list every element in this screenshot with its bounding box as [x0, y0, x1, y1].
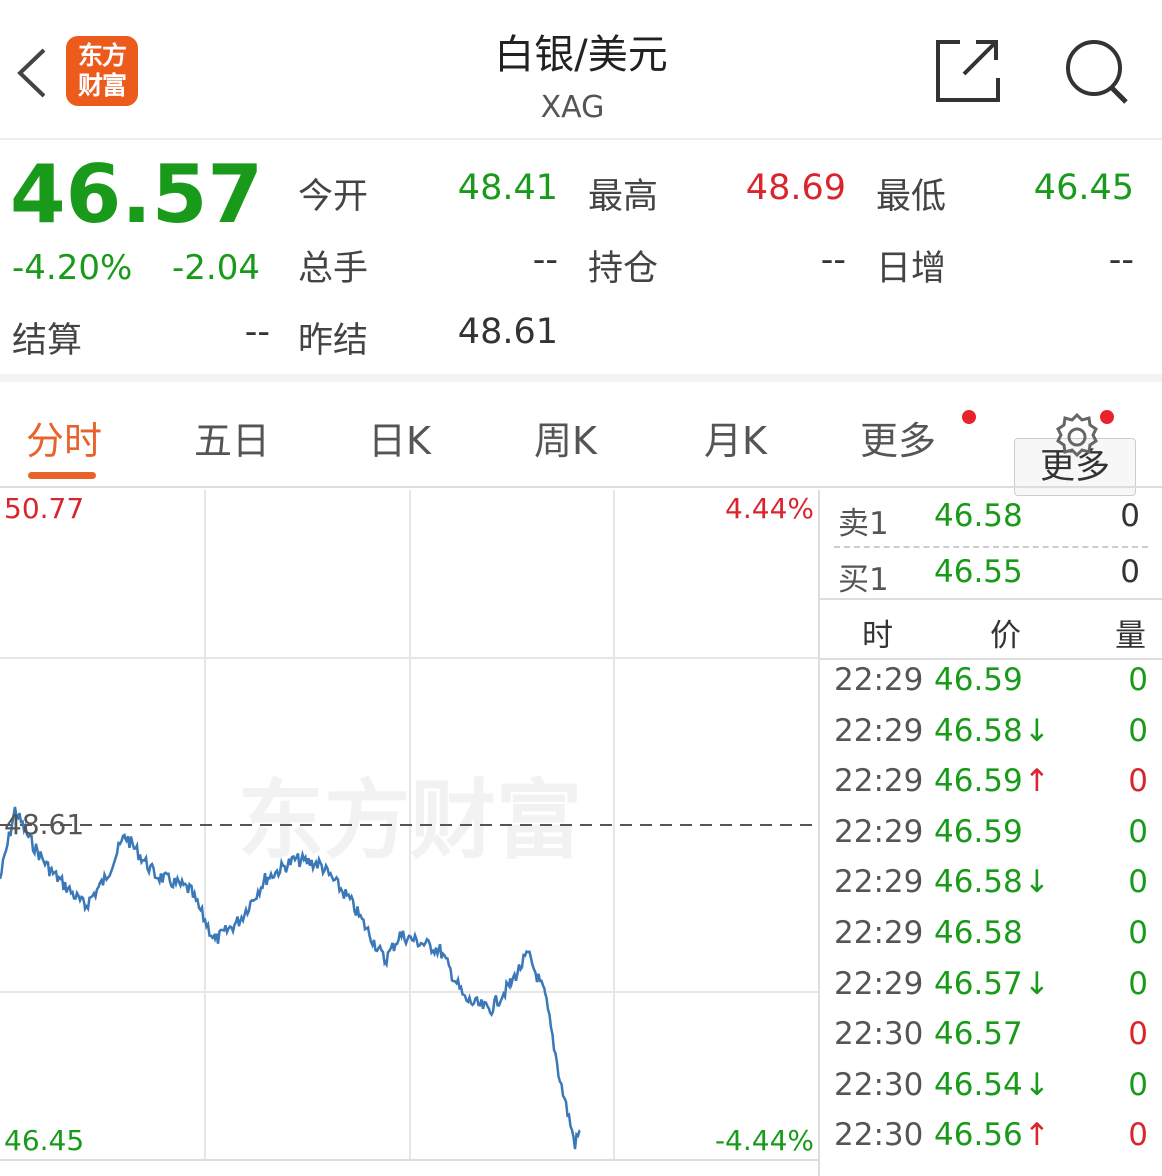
tick-volume: 0	[1128, 662, 1148, 698]
active-tab-indicator	[28, 472, 96, 479]
divider	[820, 598, 1162, 600]
field-label: 今开	[298, 177, 369, 217]
ask-volume: 0	[1120, 498, 1140, 534]
daily-increase-value: --	[1108, 240, 1134, 280]
y-min-label: 46.45	[4, 1124, 84, 1157]
y-ref-label: 48.61	[4, 808, 84, 841]
tick-arrow: ↑	[1024, 763, 1050, 800]
settlement-value: --	[244, 312, 270, 352]
quote-panel: 46.57 -4.20% -2.04 今开 48.41 最高 48.69 最低 …	[0, 140, 1162, 496]
open-value: 48.41	[457, 168, 558, 208]
price-line	[0, 806, 581, 1150]
field-label: 最高	[588, 177, 659, 217]
tick-price: 46.58	[934, 712, 1023, 749]
header-volume: 量	[1115, 618, 1146, 654]
tick-price: 46.59	[934, 662, 1023, 698]
tab-weekly-k[interactable]: 周K	[534, 419, 597, 463]
tick-arrow: ↓	[1024, 1066, 1050, 1103]
tick-time: 22:29	[834, 763, 924, 800]
tick-volume: 0	[1128, 763, 1148, 800]
tick-volume: 0	[1128, 864, 1148, 901]
tick-arrow: ↑	[1024, 1117, 1050, 1154]
search-icon[interactable]	[1062, 36, 1132, 106]
field-label: 结算	[12, 321, 83, 361]
volume-value: --	[532, 240, 558, 280]
bid-volume: 0	[1120, 554, 1140, 590]
tick-volume: 0	[1128, 965, 1148, 1002]
field-label: 昨结	[298, 321, 369, 361]
tick-time: 22:29	[834, 864, 924, 901]
intraday-chart: 东方财富 50.77 48.61 46.45 4.44% -4.44%	[0, 490, 818, 1161]
ask-label: 卖1	[838, 506, 889, 542]
tick-time: 22:29	[834, 662, 924, 698]
tick-time: 22:29	[834, 965, 924, 1002]
tick-volume: 0	[1128, 1016, 1148, 1053]
tick-price: 46.59	[934, 813, 1023, 850]
tab-intraday[interactable]: 分时	[26, 419, 103, 463]
pct-max-label: 4.44%	[725, 492, 814, 525]
tab-monthly-k[interactable]: 月K	[704, 419, 767, 463]
field-label: 总手	[298, 249, 369, 289]
tick-arrow: ↓	[1024, 712, 1050, 749]
page-title: 白银/美元	[494, 32, 668, 78]
tick-time: 22:30	[834, 1117, 924, 1154]
order-book-panel: 卖1 46.58 0 买1 46.55 0 时 价 量 22:29 46.59 …	[818, 490, 1162, 1176]
open-interest-value: --	[820, 240, 846, 280]
field-label: 日增	[876, 249, 947, 289]
ticks-header: 时 价 量	[820, 610, 1162, 660]
notification-dot	[1100, 410, 1114, 424]
tick-price: 46.56	[934, 1117, 1023, 1154]
header-time: 时	[862, 618, 893, 654]
change-amount: -2.04	[172, 248, 260, 288]
chart-tabs: 分时 五日 日K 周K 月K 更多	[0, 390, 1162, 488]
prev-settlement-value: 48.61	[457, 312, 558, 352]
high-value: 48.69	[745, 168, 846, 208]
low-value: 46.45	[1033, 168, 1134, 208]
field-label: 最低	[876, 177, 947, 217]
change-percent: -4.20%	[12, 248, 133, 288]
ask-price: 46.58	[934, 498, 1023, 534]
share-icon[interactable]	[934, 38, 1002, 104]
tab-daily-k[interactable]: 日K	[368, 419, 431, 463]
tick-arrow: ↓	[1024, 864, 1050, 901]
notification-dot	[962, 410, 976, 424]
tick-price: 46.59	[934, 763, 1023, 800]
tick-time: 22:30	[834, 1016, 924, 1053]
tick-volume: 0	[1128, 915, 1148, 951]
last-price: 46.57	[10, 148, 264, 241]
top-bar: 东方 财富 白银/美元 XAG	[0, 0, 1162, 140]
tick-price: 46.58	[934, 864, 1023, 901]
y-max-label: 50.77	[4, 492, 84, 525]
tick-time: 22:30	[834, 1066, 924, 1103]
header-price: 价	[990, 618, 1021, 654]
field-label: 持仓	[588, 249, 659, 289]
bid-price: 46.55	[934, 554, 1023, 590]
tab-five-day[interactable]: 五日	[194, 419, 271, 463]
tick-price: 46.57	[934, 1016, 1023, 1053]
tick-price: 46.57	[934, 965, 1023, 1002]
tick-volume: 0	[1128, 813, 1148, 850]
tick-volume: 0	[1128, 712, 1148, 749]
tick-time: 22:29	[834, 915, 924, 951]
bid-label: 买1	[838, 562, 889, 598]
tick-volume: 0	[1128, 1066, 1148, 1103]
app-logo: 东方 财富	[66, 36, 138, 106]
symbol-code: XAG	[540, 90, 605, 125]
tick-arrow: ↓	[1024, 965, 1050, 1002]
tick-volume: 0	[1128, 1117, 1148, 1154]
tab-more[interactable]: 更多	[860, 419, 937, 463]
chevron-left-icon[interactable]	[14, 46, 48, 100]
gear-icon[interactable]	[1052, 412, 1102, 462]
tick-time: 22:29	[834, 813, 924, 850]
tick-price: 46.58	[934, 915, 1023, 951]
tick-time: 22:29	[834, 712, 924, 749]
tick-price: 46.54	[934, 1066, 1023, 1103]
divider	[834, 546, 1148, 548]
pct-min-label: -4.44%	[715, 1124, 814, 1157]
